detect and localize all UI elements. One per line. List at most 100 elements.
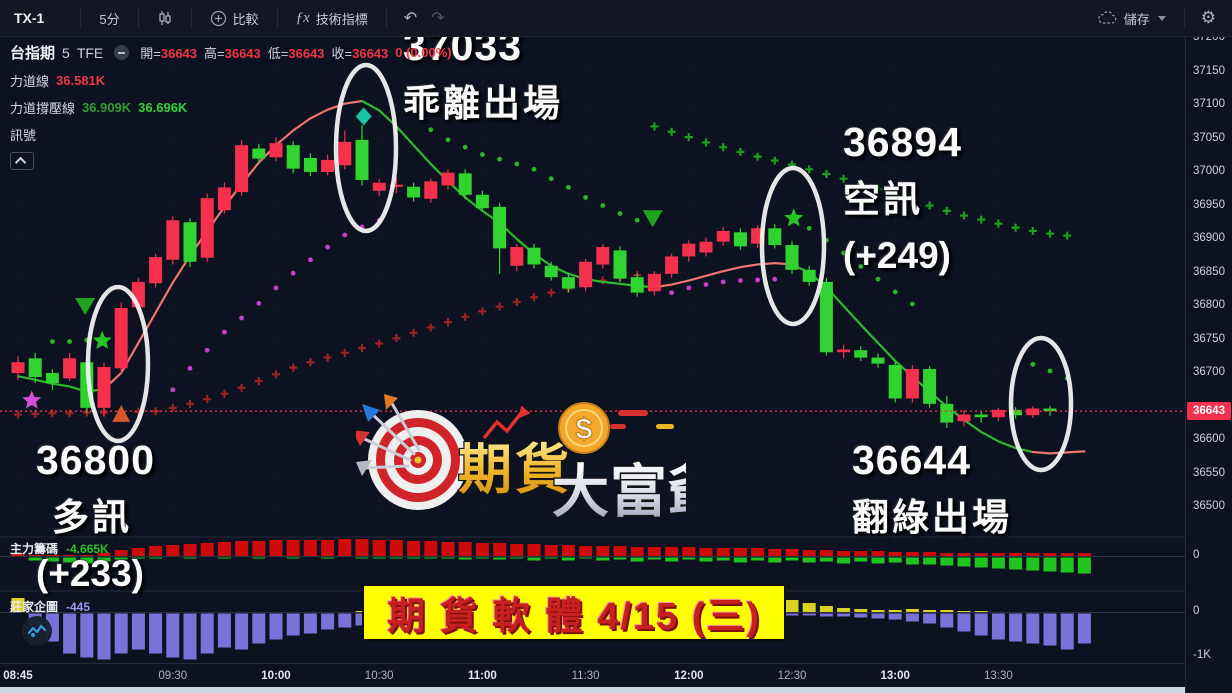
- time-tick-label: 09:30: [158, 670, 188, 682]
- time-tick-label: 10:30: [364, 670, 394, 682]
- price-tick-label: 37150: [1193, 64, 1225, 77]
- legend-symbol-row: 台指期 5 TFE 開=36643 高=36643 低=36643 收=3664…: [10, 42, 452, 63]
- chart-type-button[interactable]: [149, 10, 181, 26]
- candlestick-icon: [158, 11, 171, 25]
- price-tick-label: 36500: [1193, 500, 1225, 512]
- signal-markers: [22, 107, 804, 422]
- legend-collapse-button[interactable]: [10, 152, 34, 170]
- annotation-label: 翻綠出場: [852, 497, 1012, 539]
- chart-legend: 台指期 5 TFE 開=36643 高=36643 低=36643 收=3664…: [10, 42, 452, 170]
- redo-button[interactable]: ↷: [431, 10, 445, 27]
- settings-gear-button[interactable]: ⚙: [1200, 8, 1216, 27]
- time-tick-label: 10:00: [261, 670, 291, 682]
- arrowhead: [518, 405, 531, 419]
- time-tick-label: 12:30: [777, 670, 807, 682]
- annotation-price: 36800: [36, 437, 156, 483]
- triangle-up-marker-icon: [112, 404, 131, 422]
- legend-indicator3-row: 訊號: [10, 125, 452, 144]
- diamond-marker-icon: [355, 107, 372, 126]
- chevron-up-icon: [14, 156, 27, 169]
- pane1-histogram: [11, 539, 1091, 574]
- dartboard-icon: [352, 394, 468, 510]
- ohlc-close: 收=36643: [331, 46, 389, 61]
- indicator2-name[interactable]: 力道撐壓線: [10, 101, 76, 116]
- indicator3-name[interactable]: 訊號: [10, 128, 37, 143]
- compare-plus-icon: [210, 10, 226, 26]
- toolbar-divider: [385, 7, 387, 29]
- toolbar-divider: [80, 7, 82, 29]
- time-tick-label: 11:30: [571, 670, 600, 682]
- pane1-value: -4.665K: [66, 541, 109, 556]
- price-axis[interactable]: 37200 37150 37100 37050 37000 36950 36900 36850…: [1185, 31, 1232, 693]
- top-toolbar: TX-1 5分 比較 ƒx 技術指標 ↶: [0, 0, 1232, 37]
- time-tick-label: 13:30: [984, 670, 1013, 682]
- bottom-scrollbar[interactable]: [0, 687, 1185, 693]
- candles-layer: [11, 125, 1057, 428]
- price-tick-label: 37100: [1193, 98, 1225, 110]
- brand-text-silver: 大富爺: [552, 460, 686, 522]
- legend-interval: 5: [62, 44, 70, 61]
- hide-series-button[interactable]: [114, 45, 130, 60]
- last-price-badge: 36643: [1187, 402, 1231, 421]
- indicator1-name[interactable]: 力道線: [10, 74, 50, 89]
- annotation-ellipses: [85, 62, 1074, 473]
- toolbar-divider: [276, 7, 278, 29]
- indicators-button[interactable]: ƒx 技術指標: [295, 9, 368, 27]
- brand-text-gold: 期貨: [458, 440, 572, 500]
- price-tick-label: 36900: [1193, 232, 1225, 244]
- legend-exchange: TFE: [76, 44, 104, 61]
- time-tick-label: 12:00: [674, 670, 704, 682]
- chevron-down-icon: [1157, 15, 1166, 21]
- annotation-gain: (+249): [843, 235, 951, 277]
- annotation-green-exit: 36644 翻綠出場: [852, 436, 1012, 540]
- indicator1-value: 36.581K: [56, 73, 106, 88]
- triangle-down-marker-icon: [75, 298, 96, 315]
- star-marker-icon: [22, 390, 42, 409]
- ohlc-open: 開=36643: [140, 46, 198, 61]
- compare-button[interactable]: 比較: [202, 9, 267, 28]
- legend-symbol[interactable]: 台指期: [10, 45, 56, 62]
- chart-provider-logo[interactable]: [22, 616, 52, 646]
- coin-icon: $: [558, 402, 610, 454]
- annotation-short-signal: 36894 空訊 (+249): [843, 118, 962, 278]
- price-tick-label: 36550: [1193, 466, 1225, 479]
- resistance-cross-trail: [650, 122, 1072, 240]
- annotation-label: 多訊: [52, 497, 132, 539]
- price-tick-label: 36750: [1193, 332, 1225, 345]
- toolbar-divider: [137, 7, 139, 29]
- time-tick-label: 11:00: [468, 670, 497, 682]
- watermark-logo: $ 期貨 大富爺: [352, 394, 726, 525]
- symbol-button[interactable]: TX-1: [14, 10, 45, 26]
- save-button[interactable]: 儲存: [1090, 9, 1174, 28]
- price-tick-label: 36850: [1193, 265, 1225, 278]
- legend-indicator1-row: 力道線 36.581K: [10, 71, 452, 90]
- annotation-label: 空訊: [843, 179, 923, 221]
- indicator2-value2: 36.696K: [138, 100, 188, 115]
- price-tick-label: 37000: [1193, 165, 1225, 177]
- annotation-price: 36644: [852, 437, 972, 483]
- interval-button[interactable]: 5分: [99, 11, 120, 27]
- promo-banner: 期 貨 軟 體 4/15 (三): [362, 584, 786, 641]
- pane-tick-label: 0: [1193, 605, 1200, 617]
- annotation-gain: (+233): [36, 553, 144, 595]
- pane2-name[interactable]: 莊家企圖: [10, 600, 59, 614]
- mini-chart-icon: [28, 624, 46, 635]
- pane1-name[interactable]: 主力籌碼: [10, 542, 59, 556]
- price-tick-label: 36800: [1193, 299, 1225, 311]
- legend-indicator2-row: 力道撐壓線 36.909K 36.696K: [10, 98, 452, 117]
- zigzag-arrow-icon: [482, 410, 524, 440]
- green-dot-trail: [50, 127, 1070, 381]
- time-tick-label: 13:00: [880, 670, 910, 682]
- undo-button[interactable]: ↶: [403, 10, 418, 27]
- star-marker-icon: [784, 208, 804, 227]
- price-tick-label: 37050: [1193, 131, 1225, 144]
- triangle-down-marker-icon: [642, 210, 663, 228]
- ohlc-high: 高=36643: [204, 46, 261, 61]
- indicator2-value1: 36.909K: [82, 100, 132, 115]
- pane-tick-label: 0: [1193, 549, 1200, 561]
- fx-icon: ƒx: [295, 9, 310, 26]
- price-tick-label: 36950: [1193, 198, 1225, 211]
- toolbar-divider: [1183, 7, 1185, 29]
- pane2-value: -445: [66, 599, 91, 614]
